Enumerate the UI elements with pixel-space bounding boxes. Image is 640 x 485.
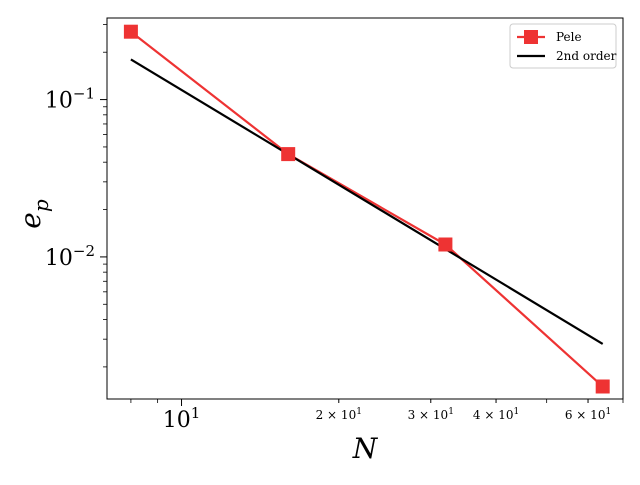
- data-point-pele-3: [595, 379, 610, 394]
- x-tick-label-2: 3 × 101: [408, 407, 454, 422]
- y-axis-label-main: e: [14, 212, 47, 229]
- y-axis-label-subscript: p: [29, 199, 53, 212]
- x-tick-label-1: 2 × 101: [316, 407, 362, 422]
- plot-lines: [130, 30, 604, 388]
- plot-area-frame: [106, 17, 624, 400]
- plot-markers: [123, 24, 610, 394]
- data-point-pele-2: [438, 237, 453, 252]
- data-point-pele-1: [281, 147, 296, 162]
- x-tick-label-4: 6 × 101: [565, 407, 611, 422]
- data-point-pele-0: [123, 24, 138, 39]
- svg-text:ep: ep: [14, 199, 53, 229]
- legend-2nd-order-label: 2nd order: [556, 49, 617, 63]
- y-axis-ticks: 10−1 10−2: [45, 24, 107, 368]
- series-line-2nd-order: [130, 58, 604, 345]
- legend: Pele 2nd order: [509, 23, 617, 69]
- y-tick-label-0: 10−1: [45, 85, 95, 114]
- y-axis-label: ep: [14, 199, 53, 229]
- x-tick-label-3: 4 × 101: [473, 407, 519, 422]
- x-axis-label: N: [352, 432, 379, 465]
- legend-pele-marker: [524, 30, 538, 44]
- x-tick-label-0: 101: [163, 404, 201, 433]
- y-tick-label-1: 10−2: [45, 242, 95, 271]
- legend-pele-label: Pele: [556, 30, 582, 44]
- x-axis-ticks: 101 2 × 101 3 × 101 4 × 101 6 × 101: [130, 399, 624, 433]
- series-line-pele: [130, 30, 604, 388]
